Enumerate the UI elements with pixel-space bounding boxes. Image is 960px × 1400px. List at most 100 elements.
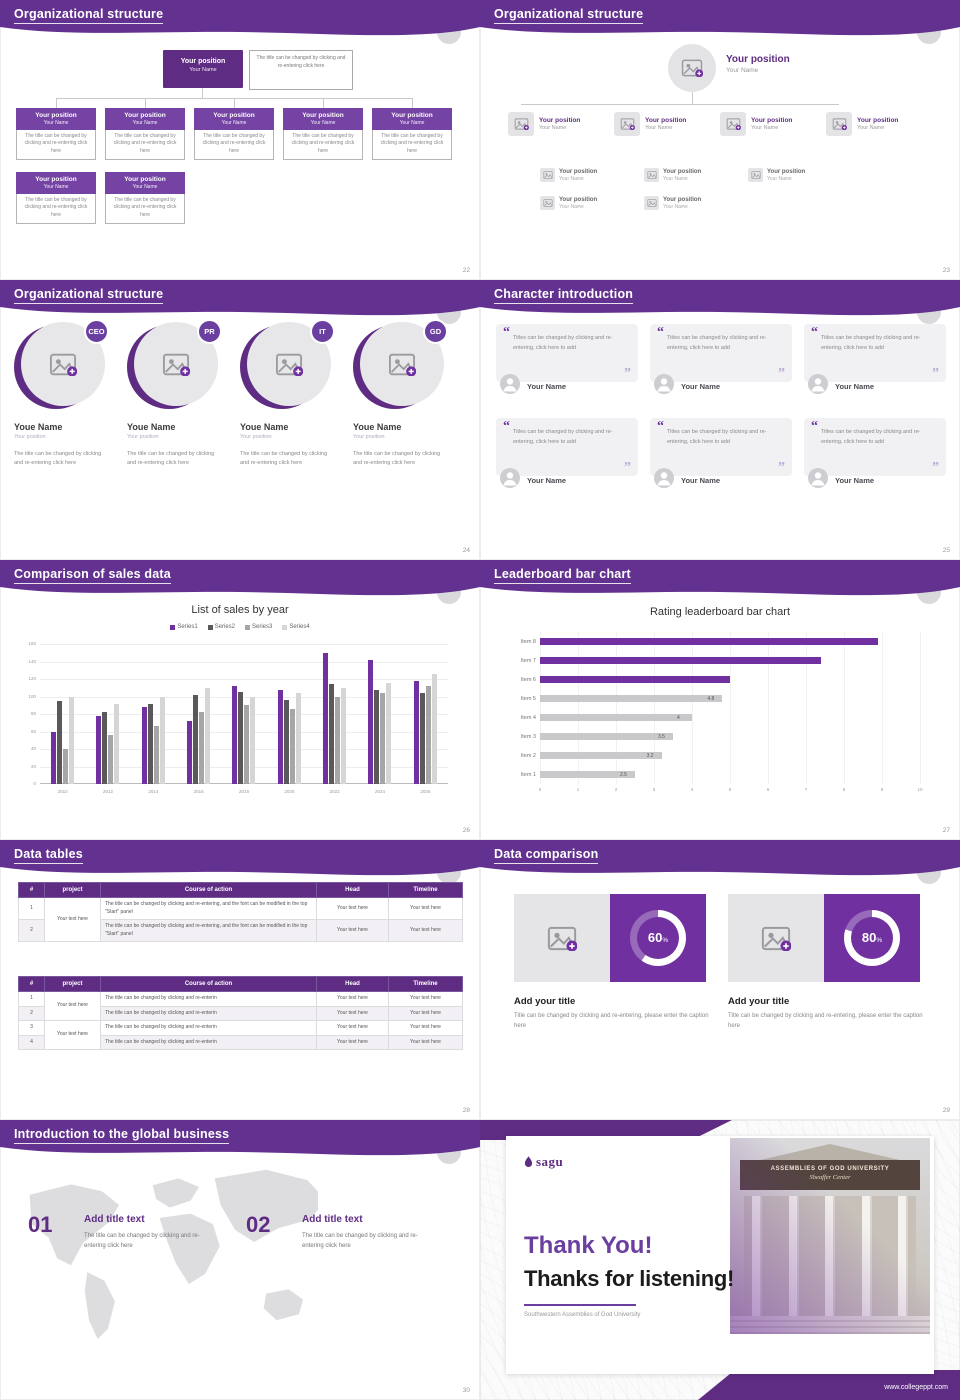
org-sub-member: Your position Your Name <box>540 196 644 210</box>
org-node: Your position Your Name The title can be c… <box>194 108 274 160</box>
item-label: Item 4 <box>520 714 536 721</box>
table-cell: Your text here <box>316 991 389 1007</box>
quote-text: Titles can be changed by clicking and re… <box>821 335 921 351</box>
item-title: Add title text <box>302 1214 363 1225</box>
bar <box>277 689 283 784</box>
slide-header: Data tables <box>0 840 480 884</box>
member-photo-box <box>644 196 659 210</box>
slide-title: Organizational structure <box>14 287 164 304</box>
gridline <box>40 696 448 698</box>
table-header-cell: Timeline <box>388 882 463 898</box>
y-axis-label: 40 <box>30 746 36 751</box>
position-label: Your position <box>645 116 687 124</box>
slide-30-introduction-global-business[interactable]: Introduction to the global business 01 Ad… <box>0 1120 480 1400</box>
legend-swatch <box>245 624 250 630</box>
page-number: 26 <box>462 827 470 834</box>
slide-header: Organizational structure <box>480 0 960 44</box>
table-1-container: # project Course of action Head Timeline 1 You… <box>18 882 463 942</box>
page-number: 28 <box>462 1107 470 1114</box>
org-node: Your position Your Name The title can be c… <box>283 108 363 160</box>
bar <box>141 707 147 784</box>
table-cell: Your text here <box>388 991 463 1007</box>
table-cell: 4 <box>18 1034 45 1050</box>
organization-name: Southwestern Assemblies of God Universit… <box>524 1312 641 1318</box>
position-label: Your position <box>127 434 159 440</box>
slide-28-data-tables[interactable]: Data tables # project Course of action Head… <box>0 840 480 1120</box>
x-tick-label: 1 <box>576 787 580 792</box>
person-row: Your Name <box>500 468 566 493</box>
gridline <box>654 632 655 784</box>
chart-title: Rating leaderboard bar chart <box>649 606 791 618</box>
bar <box>57 700 63 784</box>
x-axis-label: 2012 <box>102 789 113 794</box>
person-icon <box>808 374 828 399</box>
s23-main-row: Your position Your Name Your position Your … <box>508 112 932 136</box>
gridline <box>768 632 769 784</box>
role-badge: CEO <box>84 319 109 344</box>
s24-columns: CEO Youe Name Your position The title can b… <box>14 319 453 468</box>
bar <box>199 712 205 784</box>
org-node-caption: The title can be changed by clicking and… <box>283 130 363 160</box>
member-photo-box <box>748 168 763 182</box>
org-node-caption: The title can be changed by clicking and… <box>194 130 274 160</box>
slide-31-thank-you[interactable]: sagu ASSEMBLIES OF GOD UNIVERSITY Sheaff… <box>480 1120 960 1400</box>
org-node-title: Your position Your Name <box>194 108 274 130</box>
bar <box>368 659 374 784</box>
item-block: Add title text The title can be changed b… <box>302 1214 432 1251</box>
slide-27-leaderboard-bar-chart[interactable]: Leaderboard bar chart Rating leaderboard… <box>480 560 960 840</box>
leaderboard-row: Item 7 <box>510 651 934 670</box>
slide-29-data-comparison[interactable]: Data comparison 60% Add your title Title c… <box>480 840 960 1120</box>
table-cell: The title can be changed by clicking and… <box>100 991 317 1007</box>
org-node-caption: The title can be changed by clicking and… <box>16 130 96 160</box>
percent-value: 80 <box>861 930 877 945</box>
position-label: Your position <box>240 434 272 440</box>
member-photo-box <box>720 112 746 136</box>
table-cell: Your text here <box>44 991 101 1021</box>
team-member-column: CEO Youe Name Your position The title can b… <box>14 319 114 468</box>
bar <box>540 752 662 759</box>
bar-group <box>40 696 85 784</box>
org-node-title: Your position Your Name <box>105 108 185 130</box>
org-member: Your position Your Name <box>826 112 932 136</box>
leaderboard-row: Item 5 4.8 <box>510 689 934 708</box>
member-photo-box <box>540 168 555 182</box>
image-placeholder-icon <box>514 118 529 130</box>
slide-26-comparison-of-sales-data[interactable]: Comparison of sales data List of sales b… <box>0 560 480 840</box>
bar <box>335 696 341 784</box>
connector-line <box>521 104 839 105</box>
header-wave <box>0 0 480 44</box>
item-number: 01 <box>28 1212 53 1237</box>
y-axis-label: 100 <box>28 693 36 699</box>
x-tick-label: 5 <box>728 787 732 792</box>
gridline <box>882 632 883 784</box>
quote-card: “Titles can be changed by clicking and r… <box>804 418 946 476</box>
bar <box>51 731 57 784</box>
y-axis-label: 140 <box>28 658 36 664</box>
table-cell: 1 <box>18 897 45 920</box>
table-header-cell: Head <box>316 976 389 992</box>
slide-header: Data comparison <box>480 840 960 884</box>
quote-card: “Titles can be changed by clicking and r… <box>804 324 946 382</box>
image-placeholder-box <box>728 894 824 982</box>
open-quote-icon: “ <box>811 325 818 340</box>
bar-group <box>131 696 176 784</box>
corner-decoration-top-left <box>480 1120 732 1140</box>
close-quote-icon: ” <box>778 460 785 475</box>
header-wave <box>480 840 960 884</box>
comparison-panel: 60% <box>514 894 706 982</box>
slide-23-organizational-structure[interactable]: Organizational structure Your position Y… <box>480 0 960 280</box>
slide-22-organizational-structure[interactable]: Organizational structure Your position Y… <box>0 0 480 280</box>
bar <box>289 708 295 784</box>
bar <box>540 676 730 683</box>
position-label: Your position <box>559 196 598 203</box>
slide-25-character-introduction[interactable]: Character introduction “Titles can be ch… <box>480 280 960 560</box>
image-placeholder-icon <box>542 171 553 179</box>
table-header-cell: project <box>44 882 101 898</box>
header-wave <box>480 0 960 44</box>
org-node: Your position Your Name The title can be c… <box>16 108 96 160</box>
bar <box>153 726 159 784</box>
sales-chart-legend: Series1 Series2 Series3 Series4 <box>0 624 480 630</box>
position-label: Your position <box>124 111 166 119</box>
legend-item: Series2 <box>207 624 235 630</box>
slide-24-organizational-structure[interactable]: Organizational structure CEO Youe Name You… <box>0 280 480 560</box>
